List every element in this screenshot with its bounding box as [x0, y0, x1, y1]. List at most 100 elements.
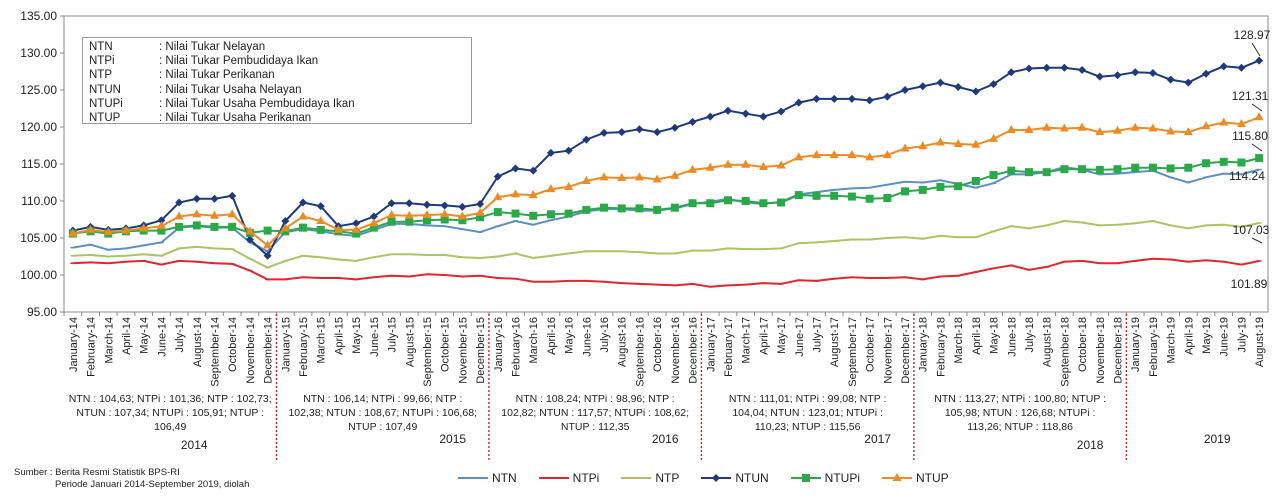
- x-tick-label: June-16: [581, 317, 593, 357]
- ntup-point: [564, 181, 574, 190]
- year-label: 2017: [864, 432, 891, 446]
- y-tick-label: 105.00: [20, 231, 57, 245]
- ntun-point: [1007, 68, 1016, 77]
- ntupi-point: [458, 216, 467, 225]
- ntupi-point: [600, 203, 609, 212]
- x-tick-label: July-17: [812, 317, 824, 352]
- ntun-point: [617, 128, 626, 137]
- ntup-point: [634, 172, 644, 181]
- y-tick-label: 120.00: [20, 120, 57, 134]
- ntun-point: [369, 212, 378, 221]
- x-tick-label: May-17: [776, 317, 788, 354]
- ntupi-point: [405, 217, 414, 226]
- year-average-note: NTN : 104,63; NTPi : 101,36; NTP : 102,7…: [69, 393, 272, 405]
- end-value-label: 101.89: [1231, 277, 1268, 291]
- x-tick-label: November-16: [670, 317, 682, 384]
- ntun-point: [794, 98, 803, 107]
- legend-swatch-icon: [538, 477, 569, 479]
- ntun-point: [1148, 68, 1157, 77]
- x-tick-label: June-17: [794, 317, 806, 357]
- x-tick-label: August-16: [617, 317, 629, 367]
- ntup-point: [546, 184, 556, 193]
- year-average-note: 110,23; NTUP : 115,56: [755, 421, 861, 433]
- legend-box-row: NTUPi: Nilai Tukar Usaha Pembudidaya Ika…: [83, 97, 471, 111]
- ntup-point: [918, 141, 928, 150]
- x-tick-label: July-15: [387, 317, 399, 352]
- ntun-point: [529, 166, 538, 175]
- ntun-point: [440, 201, 449, 210]
- legend-abbreviation: NTUPi: [89, 97, 123, 110]
- year-average-note: 102,38; NTUN : 108,67; NTUPi : 106,68;: [288, 407, 477, 419]
- ntupi-point: [723, 196, 732, 205]
- x-tick-label: August-17: [829, 317, 841, 367]
- series-line-ntup: [72, 116, 1260, 247]
- ntun-point: [812, 94, 821, 103]
- ntupi-point: [440, 215, 449, 224]
- x-tick-label: May-14: [139, 317, 151, 354]
- ntun-point: [989, 80, 998, 89]
- legend-item-ntp: NTP: [621, 471, 679, 485]
- ntup-point: [227, 209, 237, 218]
- ntupi-point: [582, 205, 591, 214]
- y-tick-label: 110.00: [21, 194, 57, 208]
- ntun-point: [688, 117, 697, 126]
- y-tick-label: 135.00: [20, 9, 57, 23]
- ntup-point: [812, 150, 821, 159]
- ntup-point: [1042, 122, 1052, 131]
- ntup-point: [156, 221, 166, 230]
- y-tick-label: 95.00: [27, 305, 57, 319]
- legend-description: : Nilai Tukar Pembudidaya Ikan: [159, 55, 319, 68]
- legend-series-name: NTUN: [735, 471, 769, 485]
- ntupi-point: [688, 199, 697, 208]
- ntun-point: [1131, 68, 1140, 77]
- x-tick-label: February-18: [935, 317, 947, 377]
- x-tick-label: October-18: [1077, 317, 1089, 372]
- ntupi-point: [794, 191, 803, 200]
- ntun-point: [865, 96, 874, 105]
- x-tick-label: March-14: [103, 317, 115, 363]
- x-tick-label: September-18: [1059, 317, 1071, 387]
- series-legend: NTN NTPi NTP NTUN NTUPi NTUP: [458, 471, 949, 485]
- ntun-point: [1060, 63, 1069, 72]
- ntupi-point: [529, 211, 538, 220]
- ntup-point: [989, 133, 999, 142]
- x-tick-label: January-15: [280, 317, 292, 372]
- x-tick-label: May-15: [351, 317, 363, 354]
- ntun-point: [582, 135, 591, 144]
- ntun-point: [1237, 63, 1246, 72]
- end-label-leader: [1251, 42, 1261, 57]
- x-tick-label: July-18: [1024, 317, 1036, 352]
- legend-series-name: NTUP: [916, 471, 949, 485]
- legend-item-ntn: NTN: [458, 471, 517, 485]
- ntup-point: [794, 152, 804, 161]
- ntupi-point: [192, 221, 201, 230]
- year-label: 2018: [1077, 438, 1104, 452]
- y-tick-label: 100.00: [20, 268, 57, 282]
- ntun-point: [777, 107, 786, 116]
- ntup-point: [139, 223, 149, 232]
- ntupi-point: [812, 191, 821, 200]
- ntun-point: [192, 194, 201, 203]
- x-tick-label: December-16: [688, 317, 700, 384]
- ntupi-point: [1202, 159, 1211, 168]
- ntupi-point: [564, 209, 573, 218]
- end-value-label: 121.31: [1232, 89, 1269, 103]
- year-average-note: NTN : 111,01; NTPi : 99,08; NTP :: [729, 393, 887, 405]
- x-tick-label: December-15: [475, 317, 487, 384]
- x-tick-label: July-19: [1236, 317, 1248, 352]
- ntun-point: [564, 146, 573, 155]
- y-tick-label: 125.00: [20, 83, 57, 97]
- ntup-point: [581, 176, 591, 185]
- x-tick-label: June-15: [369, 317, 381, 357]
- ntun-point: [175, 198, 184, 207]
- year-average-note: 113,26; NTUP : 118,86: [967, 421, 1073, 433]
- legend-series-name: NTN: [492, 471, 517, 485]
- ntup-point: [1024, 124, 1034, 133]
- x-tick-label: June-19: [1219, 317, 1231, 357]
- x-tick-label: November-17: [882, 317, 894, 384]
- ntup-point: [1166, 126, 1176, 135]
- ntup-point: [263, 240, 273, 249]
- ntun-point: [352, 219, 361, 228]
- ntup-point: [776, 160, 786, 169]
- legend-description: : Nilai Tukar Nelayan: [159, 41, 266, 53]
